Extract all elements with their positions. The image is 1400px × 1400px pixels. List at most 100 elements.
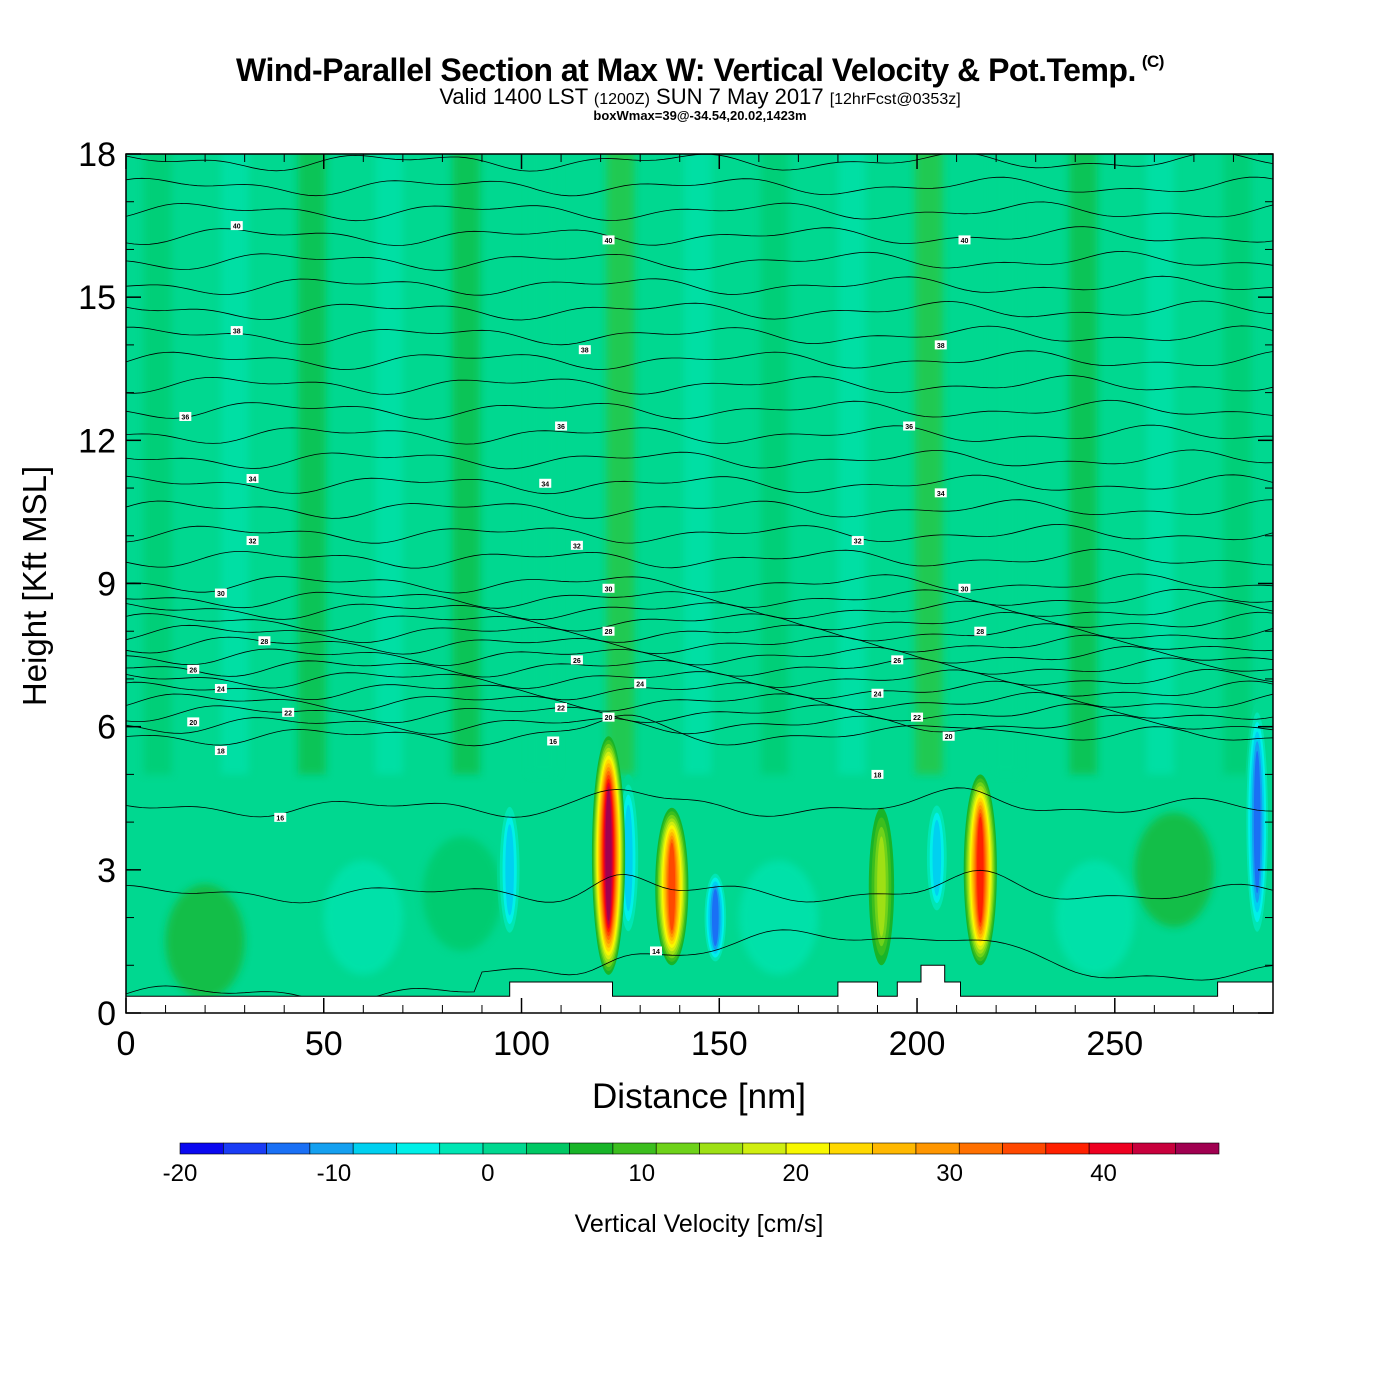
colorbar-swatch: [1175, 1142, 1220, 1155]
isentrope-line: [126, 399, 1273, 420]
isentrope-label-box: [958, 583, 971, 593]
downdraft-band: [932, 819, 942, 896]
isentrope-label: 38: [937, 343, 945, 350]
isentrope-label: 40: [605, 238, 613, 245]
isentrope-line: [126, 474, 1273, 495]
isentrope-label: 36: [557, 424, 565, 431]
colorbar-swatch: [309, 1142, 354, 1155]
isentrope-label: 26: [893, 658, 901, 665]
colorbar-swatch: [439, 1142, 484, 1155]
colorbar-swatch: [1088, 1142, 1133, 1155]
isentrope-label-box: [179, 411, 192, 421]
colorbar-tick-label: 0: [481, 1160, 494, 1187]
colorbar-tick-label: 40: [1090, 1160, 1117, 1187]
updraft-band: [977, 816, 984, 923]
isentrope-line: [126, 600, 1273, 621]
downdraft-band: [1253, 750, 1261, 894]
x-tick-label: 50: [305, 1025, 343, 1063]
isentrope-label: 32: [249, 539, 257, 546]
chart-title: Wind-Parallel Section at Max W: Vertical…: [0, 52, 1400, 89]
isentrope-label: 22: [913, 715, 921, 722]
isentrope-label: 34: [541, 481, 549, 488]
isentrope-label-box: [274, 812, 287, 822]
velocity-weak-cell: [1055, 860, 1135, 975]
isentrope-line: [126, 523, 1273, 544]
isentrope-label-box: [942, 731, 955, 741]
isentropes: [126, 154, 1273, 1004]
colorbar-swatch: [742, 1142, 787, 1155]
isentrope-label: 30: [961, 586, 969, 593]
isentrope-label: 24: [217, 686, 225, 693]
isentrope-label: 26: [573, 658, 581, 665]
colorbar-swatch: [1045, 1142, 1090, 1155]
isentrope-label: 20: [945, 734, 953, 741]
velocity-streak: [375, 154, 403, 775]
isentrope-label-box: [602, 712, 615, 722]
valid-prefix: Valid 1400 LST: [439, 84, 588, 109]
colorbar-swatch: [179, 1142, 224, 1155]
y-tick-label: 15: [78, 279, 116, 317]
isentrope-label: 32: [573, 543, 581, 550]
velocity-weak-cell: [739, 860, 819, 975]
isentrope-line: [126, 573, 1273, 594]
colorbar-swatch: [958, 1142, 1003, 1155]
colorbar-swatch: [872, 1142, 917, 1155]
isentrope-line: [126, 668, 1273, 689]
velocity-field-layer: [143, 154, 1252, 999]
isentrope-label-box: [974, 626, 987, 636]
isentrope-label-box: [958, 235, 971, 245]
isentrope-line: [126, 611, 1273, 632]
isentrope-label: 26: [189, 667, 197, 674]
colorbar-tick-label: 30: [936, 1160, 963, 1187]
isentrope-label: 24: [636, 682, 644, 689]
isentrope-label-box: [634, 679, 647, 689]
box-wmax-info: boxWmax=39@-34.54,20.02,1423m: [593, 108, 807, 123]
isentrope-label-box: [578, 345, 591, 355]
isentrope-label: 14: [652, 949, 660, 956]
colorbar-swatch: [785, 1142, 830, 1155]
isentrope-label: 20: [189, 720, 197, 727]
isentrope-label: 40: [233, 224, 241, 231]
isentrope-line: [126, 634, 1273, 655]
isentrope-line: [126, 692, 1273, 712]
isentrope-line: [126, 646, 1273, 667]
isentrope-label-box: [214, 683, 227, 693]
isentrope-label-box: [187, 664, 200, 674]
colorbar-swatch: [569, 1142, 614, 1155]
downdraft-band: [624, 804, 633, 912]
colorbar-swatch: [699, 1142, 744, 1155]
colorbar-swatch: [829, 1142, 873, 1155]
isentrope-label-box: [602, 583, 615, 593]
colorbar-swatch: [915, 1142, 960, 1155]
isentrope-line: [126, 499, 1273, 519]
isentrope-label-box: [555, 421, 568, 431]
isentrope-label: 20: [605, 715, 613, 722]
isentrope-label-box: [282, 707, 295, 717]
isentrope-label-box: [230, 326, 243, 336]
isentrope-label-box: [246, 536, 259, 546]
colorbar-swatch: [396, 1142, 441, 1155]
colorbar-swatch: [352, 1142, 397, 1155]
isentrope-label-box: [246, 474, 259, 484]
velocity-streak: [606, 154, 635, 775]
terrain: [125, 964, 1274, 1014]
velocity-streak: [452, 154, 480, 775]
isentrope-line: [126, 300, 1273, 321]
velocity-weak-cell: [422, 836, 502, 951]
x-tick-label: 100: [493, 1025, 550, 1063]
velocity-weak-cell: [165, 884, 245, 999]
velocity-streak: [992, 154, 1020, 775]
isentrope-line: [126, 250, 1273, 271]
velocity-streak: [683, 154, 712, 775]
isentrope-line: [126, 226, 1273, 246]
isentrope-line: [126, 787, 1273, 818]
velocity-weak-cell: [1134, 812, 1214, 928]
isentrope-line: [126, 657, 1273, 678]
isentrope-label-box: [602, 626, 615, 636]
isentrope-label-box: [214, 588, 227, 598]
velocity-field: [143, 154, 1270, 999]
velocity-streak: [837, 154, 866, 775]
y-tick-label: 6: [97, 709, 116, 747]
